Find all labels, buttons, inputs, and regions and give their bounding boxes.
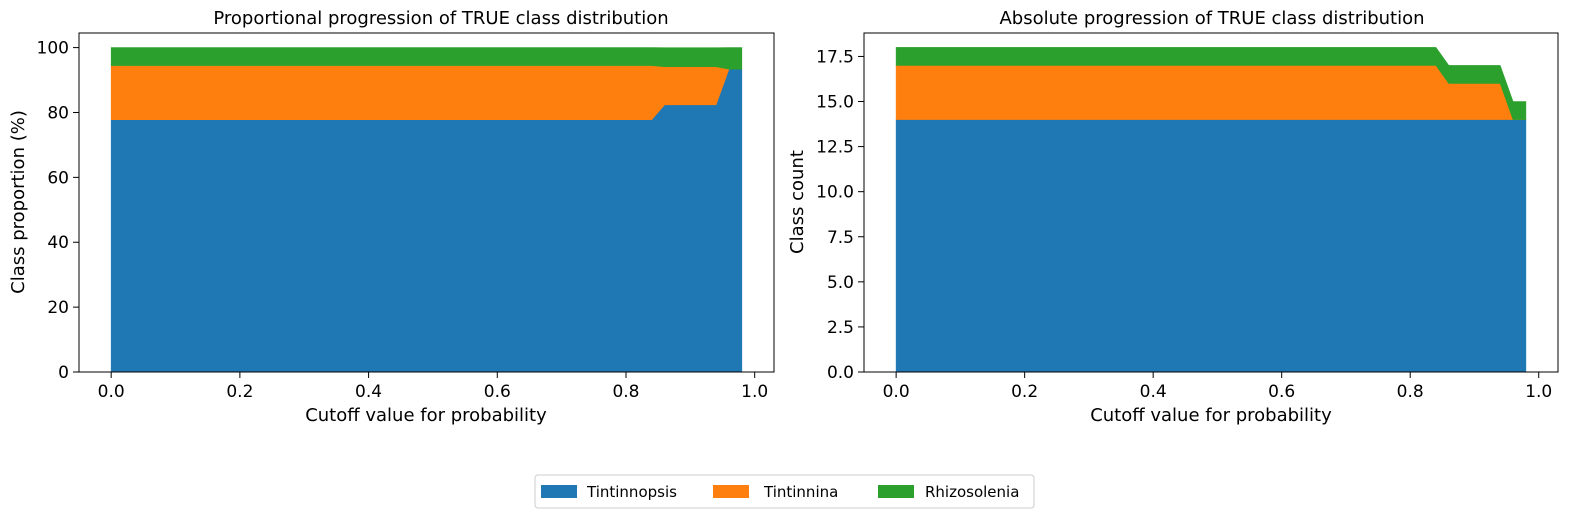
y-tick-label: 80 [47, 103, 69, 123]
y-tick-label: 15.0 [816, 93, 854, 113]
x-tick-label: 0.6 [484, 382, 511, 402]
y-ticks: 0.0 2.5 5.0 7.5 10.0 12.5 15.0 17.5 [816, 47, 864, 383]
area-series-tintinnina [110, 65, 742, 120]
area-series-tintinnina [895, 65, 1526, 120]
chart-title: Absolute progression of TRUE class distr… [999, 8, 1424, 29]
y-axis-label: Class count [787, 150, 808, 254]
legend-entry-tintinnopsis: Tintinnopsis [541, 483, 677, 501]
legend-label: Rhizosolenia [925, 483, 1019, 501]
x-tick-label: 0.0 [98, 382, 125, 402]
x-tick-label: 0.0 [883, 382, 910, 402]
chart-proportional: Proportional progression of TRUE class d… [8, 8, 775, 426]
y-tick-label: 5.0 [827, 273, 854, 293]
chart-absolute: Absolute progression of TRUE class distr… [787, 8, 1559, 426]
area-series-rhizosolenia [110, 47, 743, 70]
y-tick-label: 10.0 [816, 183, 854, 203]
area-series-tintinnopsis [895, 119, 1527, 373]
x-tick-label: 0.2 [1011, 382, 1038, 402]
axes-frame [78, 32, 775, 373]
x-tick-label: 1.0 [1525, 382, 1552, 402]
legend-frame [534, 474, 1035, 509]
x-ticks: 0.0 0.2 0.4 0.6 0.8 1.0 [98, 372, 768, 402]
y-tick-label: 100 [37, 39, 69, 59]
axes-frame [863, 32, 1559, 373]
y-tick-label: 40 [47, 233, 69, 253]
x-tick-label: 0.4 [355, 382, 382, 402]
legend-swatch [541, 485, 577, 498]
legend-entry-rhizosolenia: Rhizosolenia [878, 483, 1019, 501]
legend-label: Tintinnopsis [586, 483, 677, 501]
y-tick-label: 2.5 [827, 318, 854, 338]
x-tick-label: 0.8 [1397, 382, 1424, 402]
legend-swatch [713, 485, 749, 498]
x-axis-label: Cutoff value for probability [1090, 405, 1332, 426]
x-ticks: 0.0 0.2 0.4 0.6 0.8 1.0 [883, 372, 1552, 402]
legend-swatch [878, 485, 914, 498]
y-tick-label: 20 [47, 298, 69, 318]
x-tick-label: 0.4 [1140, 382, 1167, 402]
y-axis-label: Class proportion (%) [8, 110, 29, 294]
x-axis-label: Cutoff value for probability [305, 405, 547, 426]
plot-area-absolute [895, 47, 1527, 373]
chart-title: Proportional progression of TRUE class d… [213, 8, 668, 29]
y-tick-label: 0.0 [827, 363, 854, 383]
x-tick-label: 1.0 [741, 382, 768, 402]
x-tick-label: 0.2 [226, 382, 253, 402]
area-series-rhizosolenia [895, 47, 1527, 120]
x-tick-label: 0.6 [1268, 382, 1295, 402]
x-tick-label: 0.8 [612, 382, 639, 402]
y-ticks: 0 20 40 60 80 100 [37, 39, 79, 383]
legend: Tintinnopsis Tintinnina Rhizosolenia [534, 474, 1035, 509]
y-tick-label: 7.5 [827, 228, 854, 248]
legend-entry-tintinnina: Tintinnina [713, 483, 838, 501]
legend-label: Tintinnina [763, 483, 838, 501]
y-tick-label: 60 [47, 168, 69, 188]
plot-area-proportional [110, 47, 743, 373]
y-tick-label: 0 [58, 363, 69, 383]
y-tick-label: 12.5 [816, 138, 854, 158]
y-tick-label: 17.5 [816, 47, 854, 67]
